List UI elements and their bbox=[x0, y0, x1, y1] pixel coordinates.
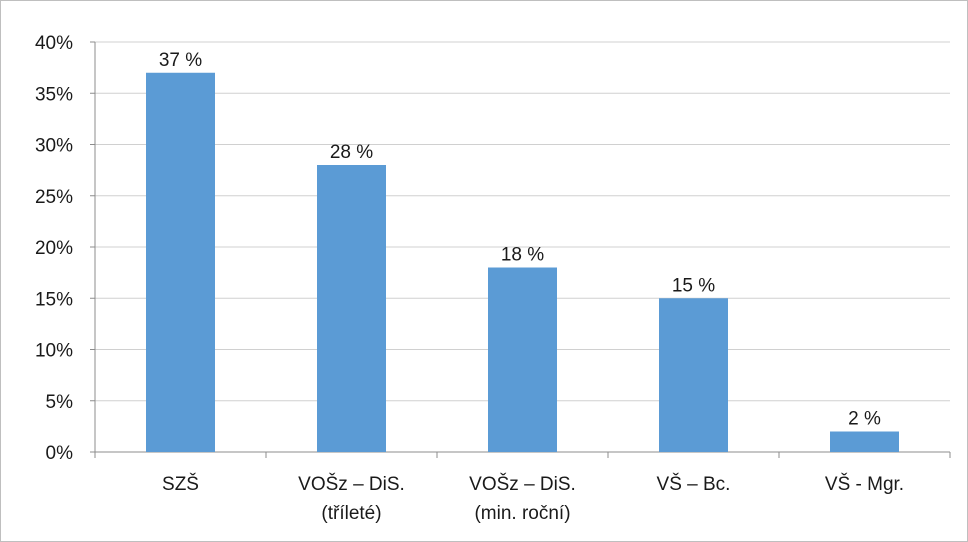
y-tick-label: 30% bbox=[35, 136, 73, 157]
x-tick-label: VOŠz – DiS. bbox=[298, 473, 405, 495]
y-tick-label: 5% bbox=[46, 392, 74, 413]
bar bbox=[317, 165, 386, 452]
y-tick-label: 15% bbox=[35, 289, 73, 310]
data-label: 2 % bbox=[848, 409, 881, 430]
data-label: 18 % bbox=[501, 245, 544, 266]
x-tick-label: SZŠ bbox=[162, 473, 199, 495]
data-label: 15 % bbox=[672, 275, 715, 296]
data-label: 28 % bbox=[330, 142, 373, 163]
bar bbox=[146, 72, 215, 452]
y-tick-label: 40% bbox=[35, 33, 73, 54]
y-tick-label: 35% bbox=[35, 84, 73, 105]
x-tick-label: VŠ – Bc. bbox=[657, 473, 731, 495]
bar bbox=[659, 298, 728, 452]
x-tick-label: VOŠz – DiS. bbox=[469, 473, 576, 495]
y-tick-label: 0% bbox=[46, 443, 74, 464]
y-tick-label: 25% bbox=[35, 187, 73, 208]
x-tick-label: VŠ - Mgr. bbox=[825, 473, 904, 495]
data-label: 37 % bbox=[159, 50, 202, 71]
x-tick-label: (tříleté) bbox=[321, 503, 381, 524]
bar bbox=[830, 431, 899, 452]
y-tick-label: 20% bbox=[35, 238, 73, 259]
y-tick-label: 10% bbox=[35, 341, 73, 362]
bar bbox=[488, 267, 557, 452]
x-tick-label: (min. roční) bbox=[474, 503, 570, 524]
